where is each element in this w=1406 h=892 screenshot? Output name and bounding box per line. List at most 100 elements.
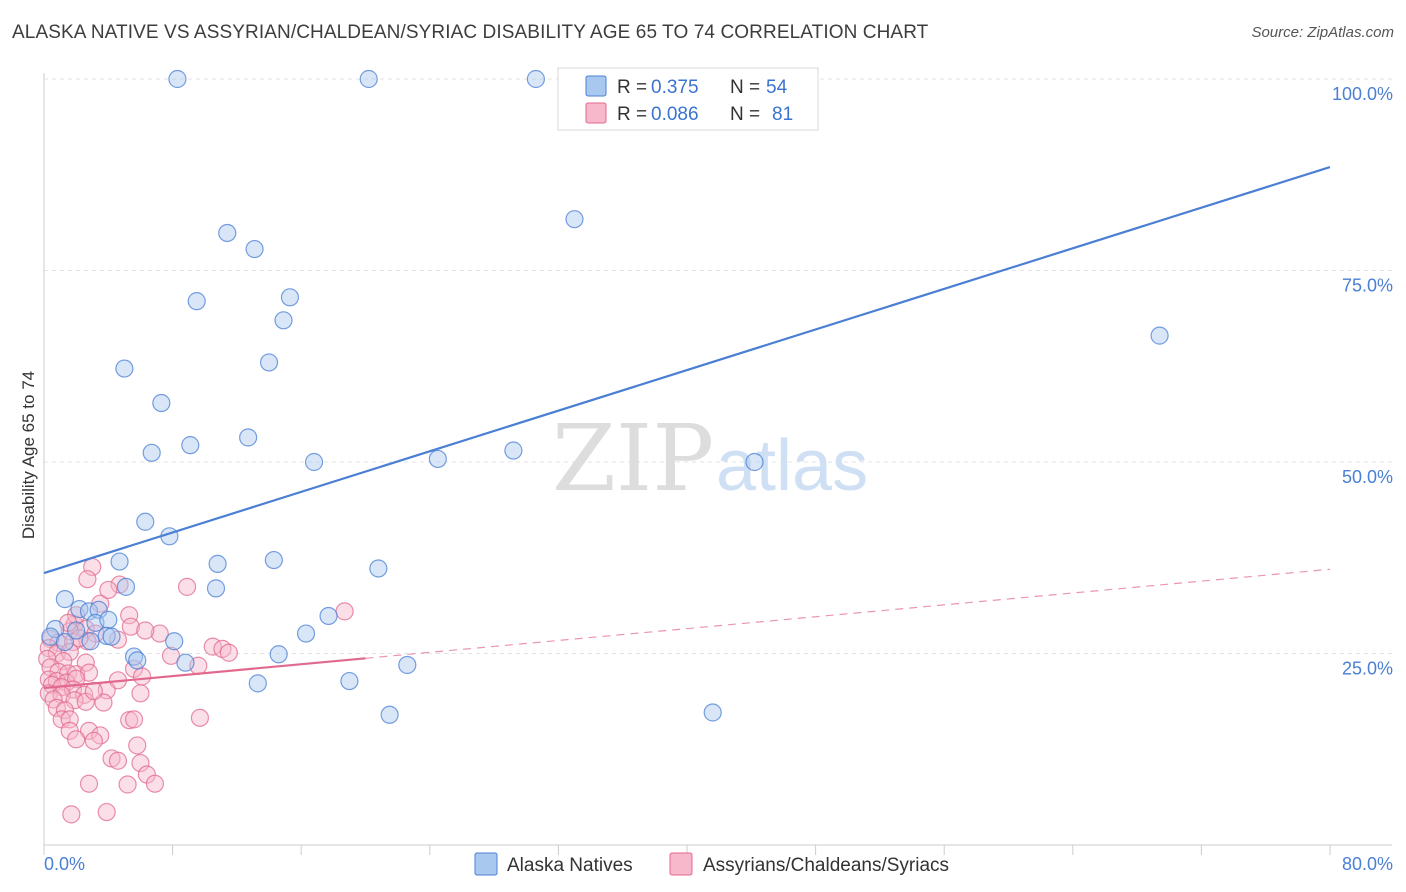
point-assyrian (118, 775, 137, 794)
point-alaska (264, 550, 283, 570)
point-alaska (102, 627, 121, 646)
point-assyrian (99, 580, 118, 600)
point-assyrian (145, 774, 165, 793)
point-assyrian (60, 642, 79, 662)
x-tick-label-min: 0.0% (44, 854, 85, 874)
point-alaska (110, 552, 129, 571)
point-assyrian (131, 753, 150, 773)
x-tick-labels: 0.0% 80.0% (44, 854, 1393, 874)
legend-r-label: R = (617, 104, 647, 125)
bottom-legend-label-assyrian: Assyrians/Chaldeans/Syriacs (703, 855, 949, 876)
bottom-legend: Alaska Natives Assyrians/Chaldeans/Syria… (474, 852, 949, 876)
point-alaska (1150, 326, 1169, 345)
point-alaska (245, 239, 264, 259)
point-assyrian (67, 730, 86, 749)
point-assyrian (79, 774, 99, 793)
point-assyrian (62, 805, 81, 824)
chart-title: ALASKA NATIVE VS ASSYRIAN/CHALDEAN/SYRIA… (12, 22, 929, 43)
point-alaska (187, 292, 206, 311)
watermark: ZIP atlas (552, 405, 868, 512)
point-alaska (274, 311, 293, 330)
point-alaska (280, 288, 300, 307)
point-alaska (99, 610, 118, 629)
y-tick-label: 50.0% (1342, 467, 1393, 487)
point-assyrian (120, 606, 139, 625)
point-alaska (168, 69, 187, 89)
point-alaska (239, 428, 258, 447)
point-alaska (504, 441, 523, 460)
point-alaska (369, 559, 388, 578)
point-assyrian (75, 685, 94, 704)
watermark-zip: ZIP (552, 405, 714, 512)
legend-r-value-alaska: 0.375 (651, 77, 699, 98)
point-assyrian (136, 621, 155, 640)
point-alaska (181, 436, 200, 455)
point-alaska (745, 452, 764, 472)
point-assyrian (97, 802, 116, 822)
point-assyrian (190, 708, 210, 727)
bottom-legend-swatch-assyrian (669, 852, 693, 876)
point-assyrian (161, 646, 181, 665)
watermark-atlas: atlas (716, 426, 868, 506)
point-alaska (97, 626, 116, 645)
point-assyrian (79, 721, 99, 740)
legend-n-label: N = (730, 77, 760, 98)
point-assyrian (121, 617, 140, 636)
point-assyrian (78, 570, 97, 589)
trend-line-alaska (43, 166, 1331, 575)
legend-swatch-alaska (585, 75, 607, 97)
point-alaska (428, 449, 447, 469)
y-tick-labels: 25.0% 50.0% 75.0% 100.0% (1332, 84, 1393, 679)
point-alaska (176, 653, 195, 672)
top-legend: R = 0.375 N = 54 R = 0.086 N = 81 (557, 67, 819, 131)
point-assyrian (84, 681, 103, 701)
point-assyrian (150, 624, 169, 643)
point-alaska (340, 671, 359, 691)
legend-n-value-alaska: 54 (766, 77, 788, 98)
trend-lines (43, 166, 1331, 690)
point-alaska (136, 512, 155, 531)
point-assyrian (67, 669, 86, 688)
source-label: Source: ZipAtlas.com (1251, 24, 1394, 41)
trend-line-assyrian-solid (43, 657, 366, 690)
point-alaska (526, 69, 545, 89)
bottom-legend-swatch-alaska (474, 852, 498, 876)
point-assyrian (124, 710, 144, 729)
y-tick-label: 75.0% (1342, 276, 1393, 296)
y-tick-label: 100.0% (1332, 84, 1393, 104)
axes (43, 73, 1392, 855)
point-alaska (116, 577, 136, 596)
point-assyrian (120, 711, 139, 730)
point-alaska (304, 452, 324, 472)
point-alaska (55, 590, 74, 609)
point-assyrian (219, 643, 238, 662)
point-alaska (55, 632, 74, 652)
point-alaska (206, 579, 226, 598)
point-assyrian (128, 736, 147, 755)
point-alaska (565, 210, 584, 229)
point-assyrian (131, 684, 150, 703)
x-tick-label-max: 80.0% (1342, 854, 1393, 874)
point-alaska (152, 393, 171, 413)
legend-r-value-assyrian: 0.086 (651, 104, 699, 125)
point-assyrian (84, 731, 103, 750)
point-assyrian (335, 602, 354, 621)
point-alaska (703, 703, 722, 722)
y-axis-label: Disability Age 65 to 74 (19, 371, 38, 539)
point-alaska (81, 632, 100, 651)
point-alaska (67, 621, 86, 640)
point-alaska (165, 632, 184, 651)
point-alaska (248, 674, 267, 693)
legend-n-label: N = (730, 104, 760, 125)
y-tick-label: 25.0% (1342, 659, 1393, 679)
point-alaska (398, 655, 417, 675)
point-alaska (128, 651, 147, 670)
point-alaska (208, 554, 227, 573)
grid-lines (44, 78, 1392, 654)
point-alaska (115, 359, 134, 378)
point-assyrian (177, 577, 197, 596)
point-alaska (319, 606, 338, 626)
point-assyrian (132, 667, 152, 686)
point-alaska (259, 353, 279, 372)
